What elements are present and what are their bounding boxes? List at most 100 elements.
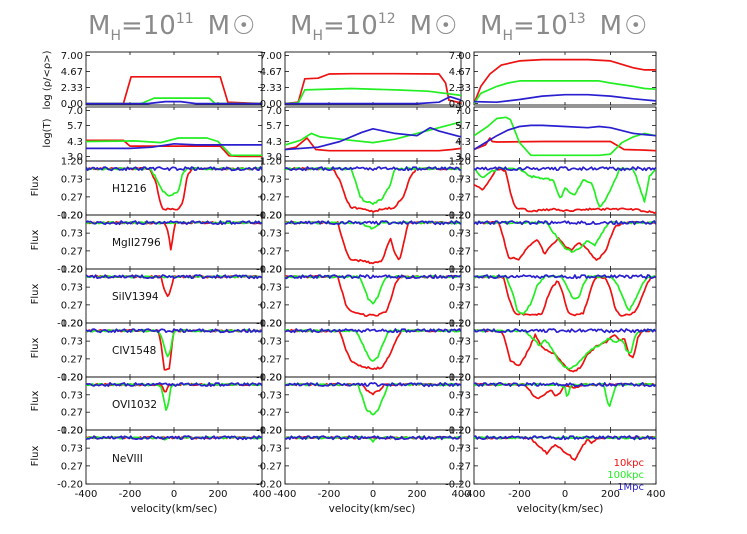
legend-10kpc: 10kpc: [614, 458, 644, 469]
panel-c1-OVI1032: -0.20 0.27 0.73 1.20: [57, 373, 263, 437]
series-line-1mpc: [474, 220, 656, 226]
panel-series: [285, 220, 461, 265]
y-tick-label: 0.27: [449, 246, 471, 257]
y-tick-label: 0.73: [61, 390, 83, 401]
y-tick-label: 0.73: [260, 283, 282, 294]
y-tick-label: -0.20: [256, 319, 282, 330]
col-title-3-unit: M: [600, 11, 622, 41]
y-tick-label: 4.3: [455, 137, 471, 148]
col-title-2-base: M: [290, 11, 312, 41]
ion-label-h1216: H1216: [112, 183, 147, 195]
series-line-100kpc: [474, 274, 656, 315]
panel-series: [86, 382, 262, 411]
x-tick-label: 400: [451, 489, 470, 500]
panel-c1-temperature: 3.0 4.3 5.7 7.0: [67, 106, 263, 163]
y-tick-label: 7.00: [449, 51, 471, 62]
series-line-1mpc: [285, 95, 461, 105]
y-tick-label: -0.20: [445, 480, 471, 491]
series-line-1mpc: [285, 328, 461, 334]
panel-series: [86, 274, 262, 298]
panel-c1-density: 0.00 2.33 4.67 7.00: [61, 51, 263, 110]
panel-c2-SiIV1394: -0.20 0.27 0.73 1.20: [256, 265, 462, 330]
series-line-1mpc: [86, 166, 262, 172]
y-tick-label: 4.3: [266, 137, 282, 148]
series-line-10kpc: [285, 137, 461, 152]
y-tick-label: 0.73: [260, 444, 282, 455]
y-tick-label: -0.20: [256, 480, 282, 491]
ylabel-temperature: log(T): [42, 118, 53, 147]
series-line-1mpc: [86, 435, 262, 441]
panel-series: [285, 121, 461, 152]
ion-label-siiv1394: SiIV1394: [112, 291, 159, 303]
y-tick-label: 0.73: [449, 175, 471, 186]
ion-label-ovi1032: OVI1032: [112, 399, 157, 411]
series-line-10kpc: [285, 166, 461, 213]
y-tick-label: -0.20: [57, 319, 83, 330]
panel-series: [474, 274, 656, 317]
xlabel-col-2: velocity(km/sec): [329, 503, 416, 515]
series-line-1mpc: [285, 274, 461, 280]
series-line-1mpc: [86, 100, 262, 105]
y-tick-label: 1.20: [61, 373, 83, 384]
x-tick-label: 200: [208, 489, 227, 500]
x-tick-label: 0: [370, 489, 376, 500]
y-tick-label: 4.67: [61, 67, 83, 78]
y-tick-label: -0.20: [256, 211, 282, 222]
y-tick-label: 0.27: [61, 408, 83, 419]
y-tick-label: 3.0: [455, 152, 471, 163]
panel-c2-temperature: 3.0 4.3 5.7 7.0: [266, 106, 462, 163]
series-line-100kpc: [285, 274, 461, 305]
y-tick-label: -0.20: [57, 211, 83, 222]
series-line-1mpc: [285, 382, 461, 388]
legend-100kpc: 100kpc: [607, 470, 644, 481]
y-tick-label: 1.20: [449, 319, 471, 330]
y-tick-label: -0.20: [445, 265, 471, 276]
panel-frame: [85, 51, 263, 106]
y-tick-label: 0.27: [449, 192, 471, 203]
x-tick-label: 200: [601, 489, 620, 500]
col-title-2-eq: =10: [323, 11, 378, 41]
series-line-100kpc: [86, 137, 262, 157]
y-tick-label: 5.7: [455, 121, 471, 132]
y-tick-label: 0.73: [61, 229, 83, 240]
series-line-1mpc: [285, 220, 461, 226]
y-tick-label: 0.27: [260, 300, 282, 311]
y-tick-label: 0.00: [260, 99, 282, 110]
y-tick-label: -0.20: [57, 373, 83, 384]
col-title-2-unit: M: [410, 11, 432, 41]
y-tick-label: -0.20: [445, 319, 471, 330]
series-line-10kpc: [474, 220, 656, 261]
panel-series: [285, 328, 461, 370]
y-tick-label: 0.73: [449, 390, 471, 401]
y-tick-label: 0.27: [61, 354, 83, 365]
panel-series: [86, 75, 262, 105]
panel-c1-NeVIII: -0.20 0.27 0.73 1.20 -400 -200 0 200 400: [57, 426, 271, 501]
ion-label-mgii2796: MgII2796: [112, 237, 161, 249]
xlabel-col-1: velocity(km/sec): [131, 503, 218, 515]
y-tick-label: 1.20: [449, 373, 471, 384]
series-line-1mpc: [86, 142, 262, 150]
panel-series: [474, 166, 656, 215]
y-tick-label: 1.20: [260, 265, 282, 276]
y-tick-label: -0.20: [445, 211, 471, 222]
y-tick-label: 0.27: [449, 461, 471, 472]
series-line-10kpc: [474, 328, 656, 373]
y-tick-label: 0.73: [449, 283, 471, 294]
series-line-10kpc: [285, 72, 461, 105]
y-tick-label: 1.20: [260, 373, 282, 384]
panel-c2-MgII2796: -0.20 0.27 0.73 1.20: [256, 211, 462, 276]
col-title-3-base: M: [480, 11, 502, 41]
series-line-1mpc: [474, 124, 656, 151]
series-line-1mpc: [474, 93, 656, 104]
y-tick-label: 0.27: [260, 408, 282, 419]
series-line-1mpc: [474, 274, 656, 280]
panel-series: [86, 166, 262, 211]
col-title-3-exp: 13: [568, 11, 586, 27]
col-title-2-exp: 12: [378, 11, 396, 27]
panel-series: [285, 274, 461, 318]
y-tick-label: 0.73: [260, 337, 282, 348]
y-tick-label: 0.73: [260, 229, 282, 240]
ylabel-density: log (ρ/<ρ>): [42, 50, 53, 109]
